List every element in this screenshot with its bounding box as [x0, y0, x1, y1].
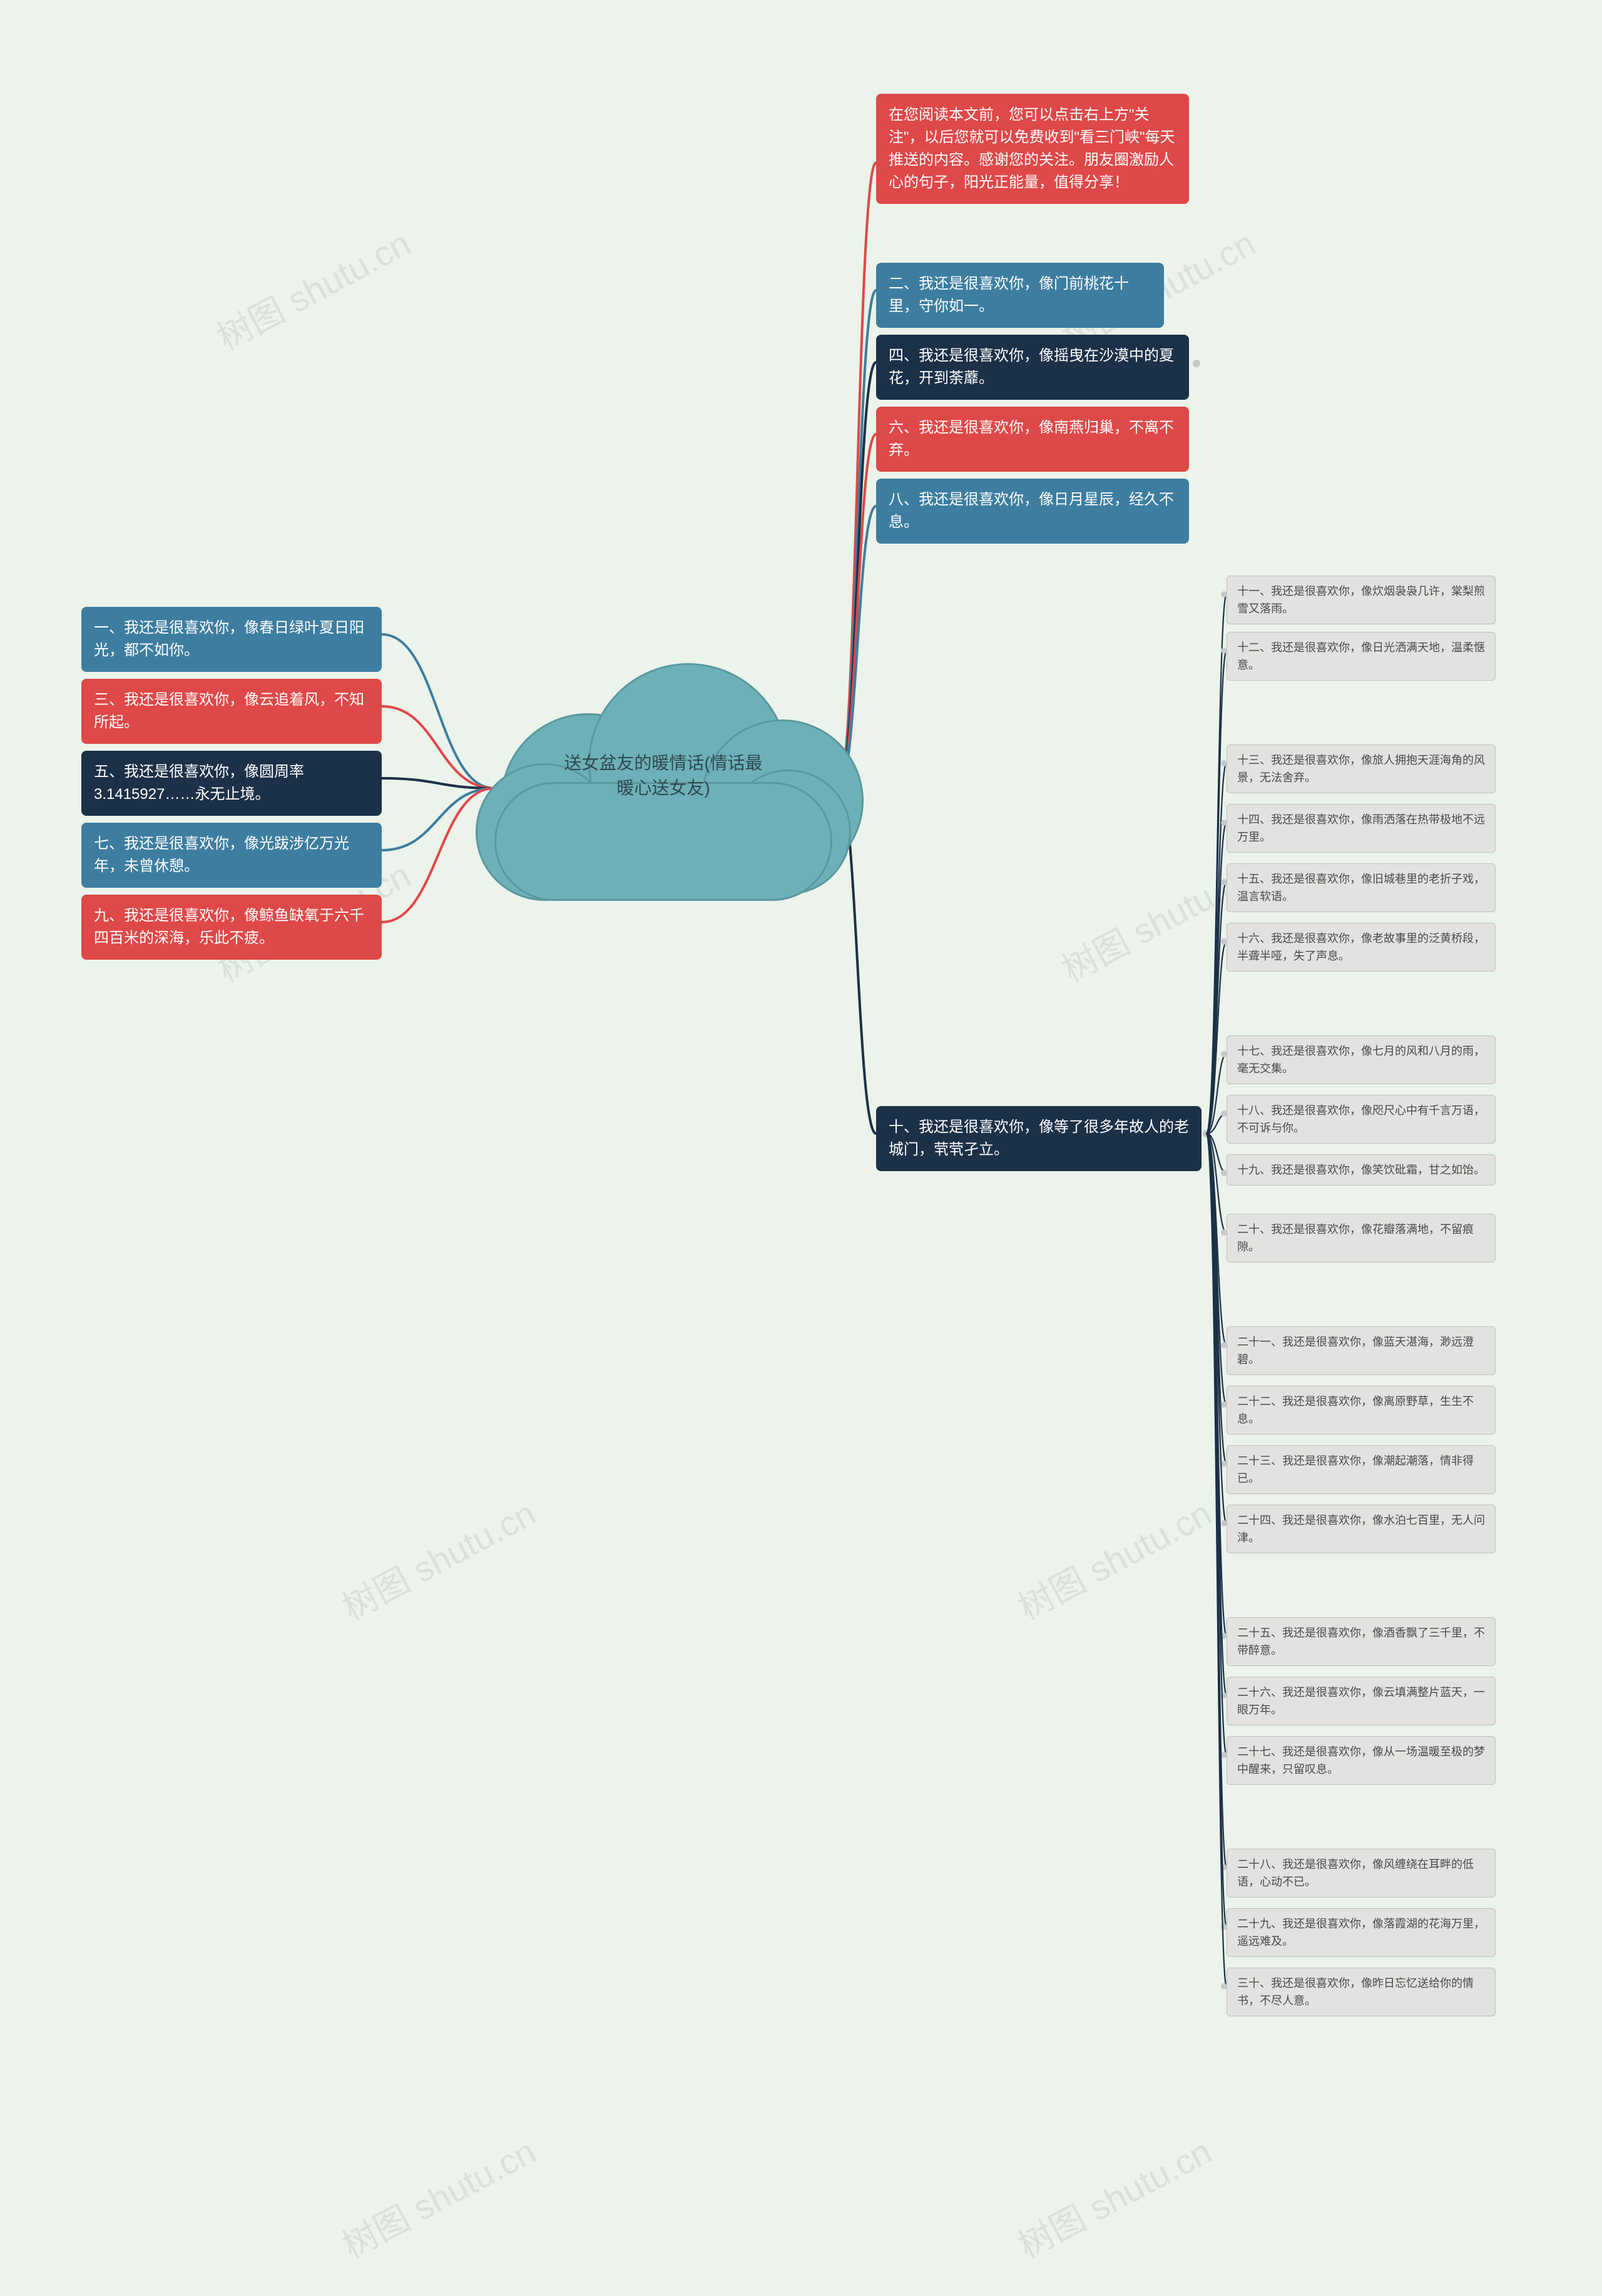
mindmap-node[interactable]: 十八、我还是很喜欢你，像咫尺心中有千言万语，不可诉与你。: [1227, 1095, 1496, 1144]
watermark: 树图 shutu.cn: [332, 1486, 544, 1630]
mindmap-node[interactable]: 二十四、我还是很喜欢你，像水泊七百里，无人问津。: [1227, 1505, 1496, 1553]
mindmap-node[interactable]: 七、我还是很喜欢你，像光跋涉亿万光年，未曾休憩。: [81, 823, 382, 888]
mindmap-node[interactable]: 在您阅读本文前，您可以点击右上方"关注"，以后您就可以免费收到"看三门峡"每天推…: [876, 94, 1189, 204]
cloud-title: 送女盆友的暖情话(情话最 暖心送女友): [476, 751, 851, 801]
mindmap-node[interactable]: 十二、我还是很喜欢你，像日光洒满天地，温柔惬意。: [1227, 632, 1496, 681]
mindmap-node[interactable]: 三十、我还是很喜欢你，像昨日忘忆送给你的情书，不尽人意。: [1227, 1968, 1496, 2016]
mindmap-node[interactable]: 二十一、我还是很喜欢你，像蓝天湛海，渺远澄碧。: [1227, 1326, 1496, 1375]
mindmap-node[interactable]: 十九、我还是很喜欢你，像笑饮砒霜，甘之如饴。: [1227, 1154, 1496, 1186]
mindmap-node[interactable]: 十四、我还是很喜欢你，像雨洒落在热带极地不远万里。: [1227, 804, 1496, 853]
mindmap-node[interactable]: 二十五、我还是很喜欢你，像酒香飘了三千里，不带醉意。: [1227, 1617, 1496, 1666]
watermark: 树图 shutu.cn: [332, 2124, 544, 2268]
mindmap-node[interactable]: 四、我还是很喜欢你，像摇曳在沙漠中的夏花，开到荼蘼。: [876, 335, 1189, 400]
mindmap-node[interactable]: 六、我还是很喜欢你，像南燕归巢，不离不弃。: [876, 407, 1189, 472]
mindmap-node[interactable]: 十、我还是很喜欢你，像等了很多年故人的老城门，茕茕孑立。: [876, 1106, 1202, 1171]
mindmap-node[interactable]: 十七、我还是很喜欢你，像七月的风和八月的雨，毫无交集。: [1227, 1035, 1496, 1084]
mindmap-node[interactable]: 二十七、我还是很喜欢你，像从一场温暖至极的梦中醒来，只留叹息。: [1227, 1736, 1496, 1785]
watermark: 树图 shutu.cn: [1008, 2124, 1220, 2268]
mindmap-node[interactable]: 十五、我还是很喜欢你，像旧城巷里的老折子戏，温言软语。: [1227, 863, 1496, 912]
mindmap-node[interactable]: 二十九、我还是很喜欢你，像落霞湖的花海万里，遥远难及。: [1227, 1908, 1496, 1957]
mindmap-node[interactable]: 二十八、我还是很喜欢你，像风缠绕在耳畔的低语，心动不已。: [1227, 1849, 1496, 1897]
mindmap-node[interactable]: 二十二、我还是很喜欢你，像离原野草，生生不息。: [1227, 1386, 1496, 1435]
mindmap-node[interactable]: 二、我还是很喜欢你，像门前桃花十里，守你如一。: [876, 263, 1164, 328]
mindmap-node[interactable]: 一、我还是很喜欢你，像春日绿叶夏日阳光，都不如你。: [81, 607, 382, 672]
watermark: 树图 shutu.cn: [207, 216, 419, 360]
mindmap-node[interactable]: 十三、我还是很喜欢你，像旅人拥抱天涯海角的风景，无法舍弃。: [1227, 744, 1496, 793]
mindmap-node[interactable]: 十六、我还是很喜欢你，像老故事里的泛黄桥段，半聋半哑，失了声息。: [1227, 923, 1496, 972]
mindmap-node[interactable]: 二十、我还是很喜欢你，像花瓣落满地，不留痕隙。: [1227, 1214, 1496, 1262]
mindmap-node[interactable]: 九、我还是很喜欢你，像鲸鱼缺氧于六千四百米的深海，乐此不疲。: [81, 895, 382, 960]
collapse-handle[interactable]: [1193, 360, 1200, 367]
mindmap-node[interactable]: 五、我还是很喜欢你，像圆周率3.1415927……永无止境。: [81, 751, 382, 816]
mindmap-node[interactable]: 二十三、我还是很喜欢你，像潮起潮落，情非得已。: [1227, 1445, 1496, 1494]
mindmap-node[interactable]: 十一、我还是很喜欢你，像炊烟袅袅几许，棠梨煎雪又落雨。: [1227, 576, 1496, 624]
watermark: 树图 shutu.cn: [1008, 1486, 1220, 1630]
central-cloud: 送女盆友的暖情话(情话最 暖心送女友): [476, 657, 851, 895]
mindmap-node[interactable]: 二十六、我还是很喜欢你，像云填满整片蓝天，一眼万年。: [1227, 1677, 1496, 1725]
mindmap-node[interactable]: 三、我还是很喜欢你，像云追着风，不知所起。: [81, 679, 382, 744]
mindmap-node[interactable]: 八、我还是很喜欢你，像日月星辰，经久不息。: [876, 479, 1189, 544]
